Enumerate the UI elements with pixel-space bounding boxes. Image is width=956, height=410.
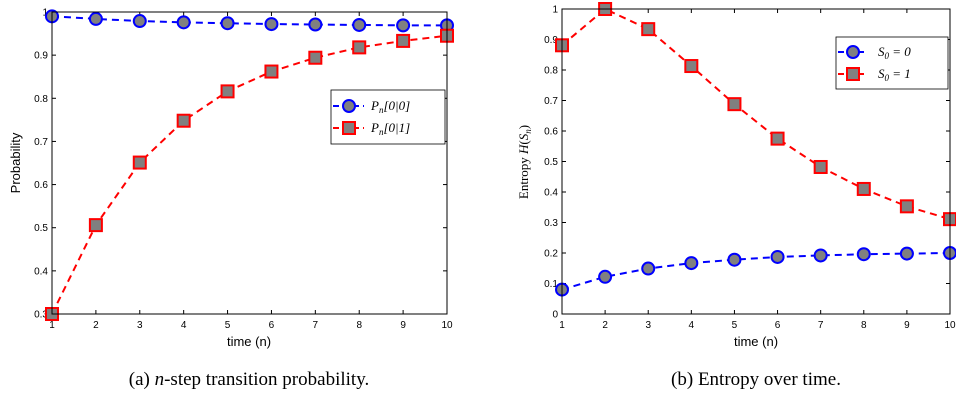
x-tick-label: 8 <box>356 320 362 331</box>
legend-b-series-2-label: S0 = 1 <box>878 66 911 83</box>
data-point-series-2 <box>88 218 103 233</box>
chart-b-ylabel: Entropy H(Sn) <box>516 125 533 199</box>
y-tick-label: 0.7 <box>34 137 48 148</box>
x-tick-label: 5 <box>225 320 231 331</box>
data-point-series-1 <box>88 11 103 26</box>
data-point-series-2 <box>308 50 323 65</box>
y-tick-label: 0.3 <box>34 310 48 321</box>
data-point-series-1 <box>220 16 235 31</box>
y-tick-label: 0.4 <box>544 188 558 199</box>
x-tick-label: 2 <box>602 320 608 331</box>
x-tick-label: 10 <box>944 320 956 331</box>
legend-b-series-2-marker <box>846 67 860 81</box>
x-tick-label: 9 <box>400 320 406 331</box>
data-point-series-2 <box>352 40 367 55</box>
data-point-series-1 <box>352 17 367 32</box>
y-tick-label: 0.6 <box>34 180 48 191</box>
x-tick-label: 2 <box>93 320 99 331</box>
y-tick-label: 0.1 <box>544 279 558 290</box>
data-point-series-2 <box>727 97 742 112</box>
data-point-series-1 <box>813 248 828 263</box>
data-point-series-2 <box>813 159 828 174</box>
legend-b-series-1-label: S0 = 0 <box>878 44 911 61</box>
series-line-1 <box>561 252 951 291</box>
data-point-series-2 <box>220 84 235 99</box>
x-tick-label: 6 <box>269 320 275 331</box>
y-tick-label: 0.5 <box>34 223 48 234</box>
data-point-series-2 <box>899 199 914 214</box>
y-tick-label: 0.6 <box>544 127 558 138</box>
data-point-series-2 <box>264 64 279 79</box>
series-line-2 <box>561 7 951 221</box>
x-tick-label: 10 <box>441 320 453 331</box>
chart-b-frame <box>561 8 951 315</box>
y-tick-label: 0.9 <box>34 51 48 62</box>
y-tick-label: 0.5 <box>544 157 558 168</box>
series-line-1 <box>51 15 447 27</box>
y-tick-label: 0 <box>552 310 558 321</box>
data-point-series-1 <box>264 17 279 32</box>
y-tick-label: 0.4 <box>34 266 48 277</box>
data-point-series-2 <box>856 181 871 196</box>
y-tick-label: 1 <box>42 8 48 19</box>
data-point-series-1 <box>641 261 656 276</box>
y-tick-label: 0.8 <box>34 94 48 105</box>
data-point-series-1 <box>899 246 914 261</box>
data-point-series-1 <box>132 14 147 29</box>
x-tick-label: 3 <box>137 320 143 331</box>
x-tick-label: 7 <box>313 320 319 331</box>
y-tick-label: 0.7 <box>544 96 558 107</box>
x-tick-label: 1 <box>49 320 55 331</box>
chart-b-legend: S0 = 0 S0 = 1 <box>835 36 949 90</box>
chart-a-legend: Pn[0|0] Pn[0|1] <box>330 89 446 145</box>
x-tick-label: 1 <box>559 320 565 331</box>
x-tick-label: 4 <box>689 320 695 331</box>
series-line-2 <box>51 34 448 315</box>
data-point-series-2 <box>684 59 699 74</box>
legend-a-series-1-marker <box>342 99 356 113</box>
data-point-series-1 <box>770 249 785 264</box>
x-tick-label: 9 <box>904 320 910 331</box>
chart-a-caption: (a) n-step transition probability. <box>129 369 369 390</box>
data-point-series-2 <box>396 33 411 48</box>
data-point-series-2 <box>132 155 147 170</box>
x-tick-label: 7 <box>818 320 824 331</box>
y-tick-label: 0.3 <box>544 218 558 229</box>
x-tick-label: 3 <box>645 320 651 331</box>
chart-a: 1 2 3 4 5 6 7 8 9 10 0.3 0.4 0.5 0.6 0.7 0.8 0.9 1 time (… <box>8 8 454 390</box>
y-tick-label: 0.2 <box>544 249 558 260</box>
chart-a-xlabel: time (n) <box>227 334 271 349</box>
data-point-series-2 <box>770 131 785 146</box>
data-point-series-1 <box>598 269 613 284</box>
chart-a-ylabel: Probability <box>8 132 23 193</box>
chart-b-caption: (b) Entropy over time. <box>671 369 841 390</box>
x-tick-label: 4 <box>181 320 187 331</box>
y-tick-label: 0.9 <box>544 35 558 46</box>
x-tick-label: 5 <box>732 320 738 331</box>
legend-a-series-2-label: Pn[0|1] <box>370 120 410 137</box>
data-point-series-2 <box>641 22 656 37</box>
chart-b: 1 2 3 4 5 6 7 8 9 10 0 0.1 0.2 0.3 0.4 0.5 0.6 0.7 0.8 0.9 1… <box>516 2 956 390</box>
data-point-series-1 <box>396 18 411 33</box>
data-point-series-1 <box>684 256 699 271</box>
data-point-series-1 <box>727 252 742 267</box>
data-point-series-1 <box>308 17 323 32</box>
legend-b-series-1-marker <box>846 45 860 59</box>
data-point-series-1 <box>856 247 871 262</box>
data-point-series-2 <box>176 113 191 128</box>
x-tick-label: 6 <box>775 320 781 331</box>
y-tick-label: 0.8 <box>544 66 558 77</box>
y-tick-label: 1 <box>552 5 558 16</box>
chart-b-xlabel: time (n) <box>734 334 778 349</box>
x-tick-label: 8 <box>861 320 867 331</box>
legend-a-series-1-label: Pn[0|0] <box>370 98 410 115</box>
legend-a-series-2-marker <box>342 121 356 135</box>
chart-a-frame <box>51 11 448 315</box>
data-point-series-1 <box>176 15 191 30</box>
